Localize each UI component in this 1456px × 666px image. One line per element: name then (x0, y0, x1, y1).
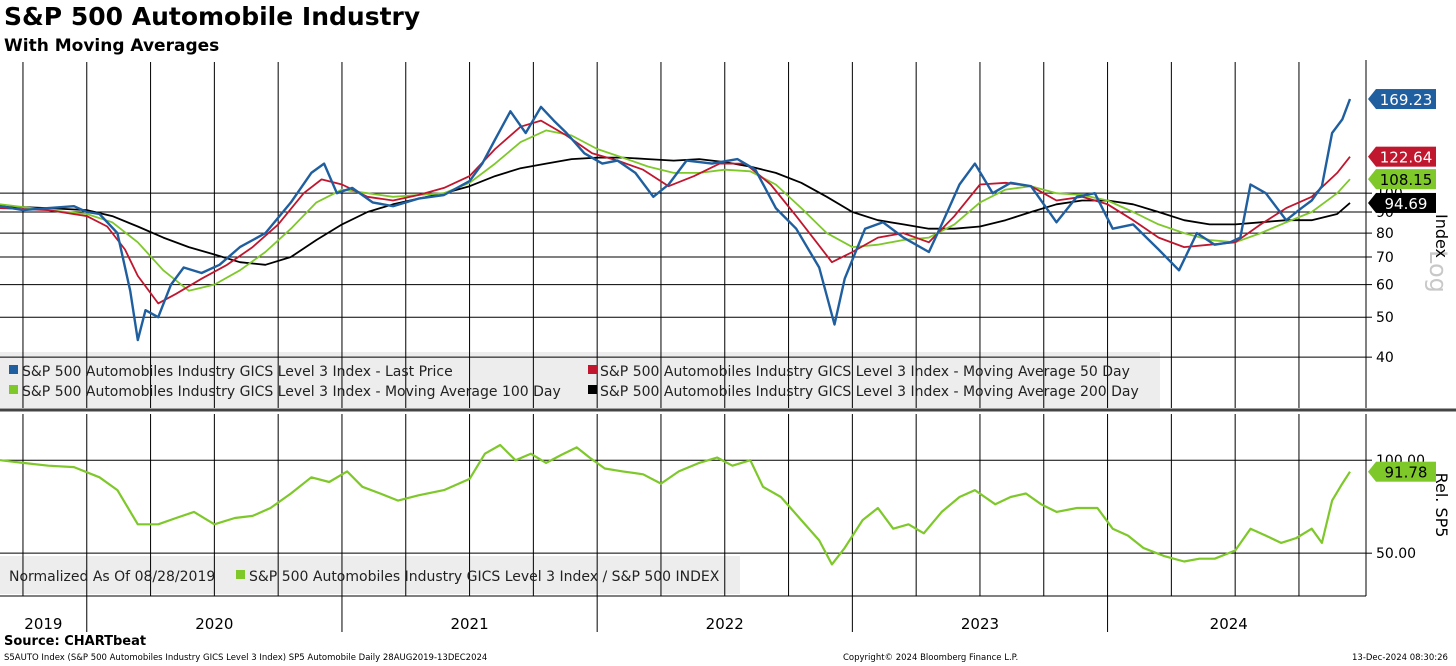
end-label-ma50-text: 122.64 (1380, 149, 1433, 167)
legend-ma100: S&P 500 Automobiles Industry GICS Level … (22, 384, 561, 400)
end-label-ma200-text: 94.69 (1385, 195, 1428, 213)
x-tick-label-2019: 2019 (24, 615, 62, 633)
source-text: Source: CHARTbeat (4, 634, 147, 649)
legend-swatch-rel (236, 570, 245, 579)
bottom-horizontal-gridlines (0, 459, 1366, 554)
bottom-legend-band (0, 556, 740, 594)
end-label-ma100: 108.15 (1368, 169, 1436, 190)
x-tick-label-2024: 2024 (1210, 615, 1248, 633)
footer-right: 13-Dec-2024 08:30:26 (1352, 653, 1448, 663)
series-ma200 (0, 156, 1351, 266)
legend-last-price: S&P 500 Automobiles Industry GICS Level … (22, 364, 453, 380)
y-tick-label: 60 (1376, 278, 1394, 294)
legend-swatch-ma100 (9, 385, 18, 394)
y-tick-label: 50 (1376, 310, 1394, 326)
legend-ma50: S&P 500 Automobiles Industry GICS Level … (600, 364, 1130, 380)
bottom-legend: Normalized As Of 08/28/2019 S&P 500 Auto… (9, 569, 720, 585)
end-label-ma100-text: 108.15 (1380, 171, 1433, 189)
end-label-ma200: 94.69 (1368, 192, 1436, 213)
watermark-log: Log (1424, 250, 1452, 293)
x-tick-label-2022: 2022 (706, 615, 744, 633)
y-tick-label: 50.00 (1376, 546, 1416, 562)
legend-ma200: S&P 500 Automobiles Industry GICS Level … (600, 384, 1139, 400)
bottom-series-group (0, 443, 1351, 566)
legend-swatch-ma50 (588, 365, 597, 374)
top-series-group (0, 98, 1352, 342)
series-ma50 (0, 119, 1351, 305)
end-label-rel-sp5: 91.78 (1368, 461, 1436, 482)
legend-swatch-last (9, 365, 18, 374)
series-last-price (0, 98, 1352, 342)
series-ma100 (0, 129, 1351, 292)
end-value-labels: 169.23 122.64 108.15 94.69 91.78 (1368, 89, 1436, 482)
x-tick-label-2023: 2023 (961, 615, 999, 633)
top-y-ticks: 405060708090100 (1366, 186, 1403, 366)
end-label-last-price-text: 169.23 (1380, 91, 1433, 109)
bottom-y-axis-title: Rel. SP5 (1432, 473, 1451, 538)
legend-swatch-ma200 (588, 385, 597, 394)
end-label-last-price: 169.23 (1368, 89, 1436, 110)
top-horizontal-gridlines (0, 192, 1366, 358)
vertical-gridlines (22, 62, 1300, 632)
top-legend: S&P 500 Automobiles Industry GICS Level … (9, 364, 1139, 400)
x-tick-label-2020: 2020 (195, 615, 233, 633)
y-tick-label: 80 (1376, 226, 1394, 242)
footer-left: S5AUTO Index (S&P 500 Automobiles Indust… (4, 653, 488, 663)
top-legend-band (0, 352, 1160, 408)
top-y-axis-title: Index (1432, 214, 1451, 258)
x-axis-year-labels: 2019 2020 2021 2022 2023 2024 (24, 615, 1248, 633)
end-label-rel-sp5-text: 91.78 (1385, 464, 1428, 482)
page-title: S&P 500 Automobile Industry (4, 2, 421, 31)
page-subtitle: With Moving Averages (4, 36, 220, 56)
footer-center: Copyright© 2024 Bloomberg Finance L.P. (843, 653, 1019, 663)
end-label-ma50: 122.64 (1368, 146, 1436, 167)
y-tick-label: 70 (1376, 250, 1394, 266)
x-tick-label-2021: 2021 (450, 615, 488, 633)
y-tick-label: 40 (1376, 350, 1394, 366)
series-rel-sp5 (0, 443, 1351, 566)
legend-rel: S&P 500 Automobiles Industry GICS Level … (249, 569, 720, 585)
legend-normalized: Normalized As Of 08/28/2019 (9, 569, 215, 585)
